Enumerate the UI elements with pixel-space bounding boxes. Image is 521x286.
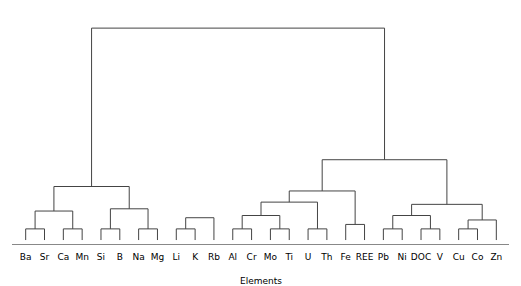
svg-text:Elements: Elements — [240, 276, 282, 286]
svg-text:Rb: Rb — [208, 252, 220, 262]
svg-text:Pb: Pb — [378, 252, 389, 262]
svg-text:Ti: Ti — [284, 252, 293, 262]
svg-text:Mo: Mo — [264, 252, 278, 262]
svg-text:Cu: Cu — [453, 252, 465, 262]
svg-text:Th: Th — [320, 252, 332, 262]
svg-text:Mn: Mn — [75, 252, 88, 262]
svg-text:Mg: Mg — [151, 252, 164, 262]
svg-text:Li: Li — [173, 252, 181, 262]
svg-text:Si: Si — [97, 252, 105, 262]
svg-text:K: K — [192, 252, 199, 262]
svg-text:Na: Na — [133, 252, 145, 262]
svg-text:Co: Co — [472, 252, 484, 262]
svg-text:REE: REE — [356, 252, 374, 262]
svg-text:B: B — [117, 252, 123, 262]
svg-text:U: U — [305, 252, 312, 262]
svg-text:DOC: DOC — [411, 252, 431, 262]
svg-text:V: V — [437, 252, 444, 262]
svg-text:Fe: Fe — [341, 252, 352, 262]
svg-text:Sr: Sr — [40, 252, 50, 262]
svg-text:Zn: Zn — [490, 252, 502, 262]
svg-text:Ni: Ni — [398, 252, 407, 262]
svg-text:Ca: Ca — [57, 252, 69, 262]
svg-text:Ba: Ba — [20, 252, 32, 262]
svg-text:Cr: Cr — [247, 252, 257, 262]
svg-text:Al: Al — [228, 252, 237, 262]
